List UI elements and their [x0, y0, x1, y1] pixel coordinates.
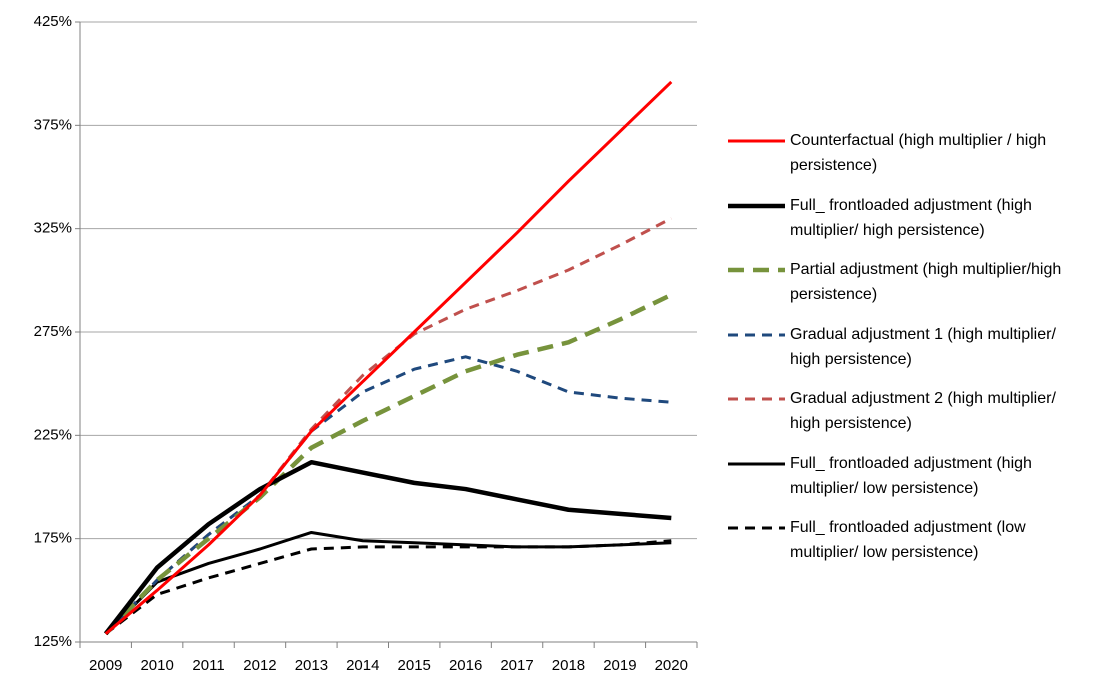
- legend-label: Gradual adjustment 2 (high multiplier/ h…: [790, 390, 1056, 432]
- y-tick-label: 425%: [34, 13, 72, 30]
- y-tick-label: 175%: [34, 530, 72, 547]
- x-tick-label: 2020: [655, 657, 688, 674]
- x-tick-label: 2013: [295, 657, 328, 674]
- legend-entry: Partial adjustment (high multiplier/high…: [725, 257, 1090, 322]
- legend-entry: Full_ frontloaded adjustment (high multi…: [725, 451, 1090, 516]
- series-line: [104, 355, 672, 635]
- legend-label: Full_ frontloaded adjustment (high multi…: [790, 196, 1032, 239]
- x-tick-label: 2011: [192, 657, 224, 674]
- legend-label: Counterfactual (high multiplier / high p…: [790, 132, 1047, 174]
- series-line: [103, 459, 672, 636]
- legend-entry: Gradual adjustment 2 (high multiplier/ h…: [725, 386, 1090, 451]
- x-tick-label: 2015: [398, 657, 431, 674]
- legend-swatch: [728, 397, 785, 401]
- legend-swatch: [728, 139, 785, 143]
- legend-label: Full_ frontloaded adjustment (high multi…: [790, 454, 1032, 497]
- legend-swatch: [728, 333, 785, 336]
- legend-label: Full_ frontloaded adjustment (low multip…: [790, 519, 1026, 561]
- legend: Counterfactual (high multiplier / high p…: [725, 128, 1090, 580]
- legend-swatch: [728, 267, 785, 273]
- x-tick-label: 2019: [603, 657, 636, 674]
- y-tick-label: 275%: [34, 323, 72, 340]
- legend-label: Gradual adjustment 1 (high multiplier/ h…: [790, 325, 1056, 368]
- series-line: [104, 530, 672, 635]
- x-tick-label: 2017: [500, 657, 533, 674]
- legend-entry: Full_ frontloaded adjustment (high multi…: [725, 193, 1090, 258]
- legend-label: Partial adjustment (high multiplier/high…: [790, 261, 1062, 303]
- legend-swatch: [728, 462, 785, 465]
- legend-entry: Gradual adjustment 1 (high multiplier/ h…: [725, 322, 1090, 387]
- legend-swatch: [728, 526, 785, 530]
- legend-swatch: [728, 203, 785, 208]
- x-tick-label: 2009: [89, 657, 122, 674]
- series-line: [104, 80, 673, 635]
- x-tick-label: 2012: [243, 657, 276, 674]
- series-line: [104, 539, 672, 635]
- y-tick-label: 375%: [34, 116, 72, 133]
- y-tick-label: 325%: [34, 220, 72, 237]
- series-line: [104, 292, 673, 636]
- x-tick-label: 2014: [346, 657, 379, 674]
- legend-entry: Full_ frontloaded adjustment (low multip…: [725, 515, 1090, 580]
- x-tick-label: 2010: [140, 657, 173, 674]
- x-tick-label: 2018: [552, 657, 585, 674]
- legend-entry: Counterfactual (high multiplier / high p…: [725, 128, 1090, 193]
- y-tick-label: 125%: [34, 633, 72, 650]
- y-tick-label: 225%: [34, 426, 72, 443]
- x-tick-label: 2016: [449, 657, 482, 674]
